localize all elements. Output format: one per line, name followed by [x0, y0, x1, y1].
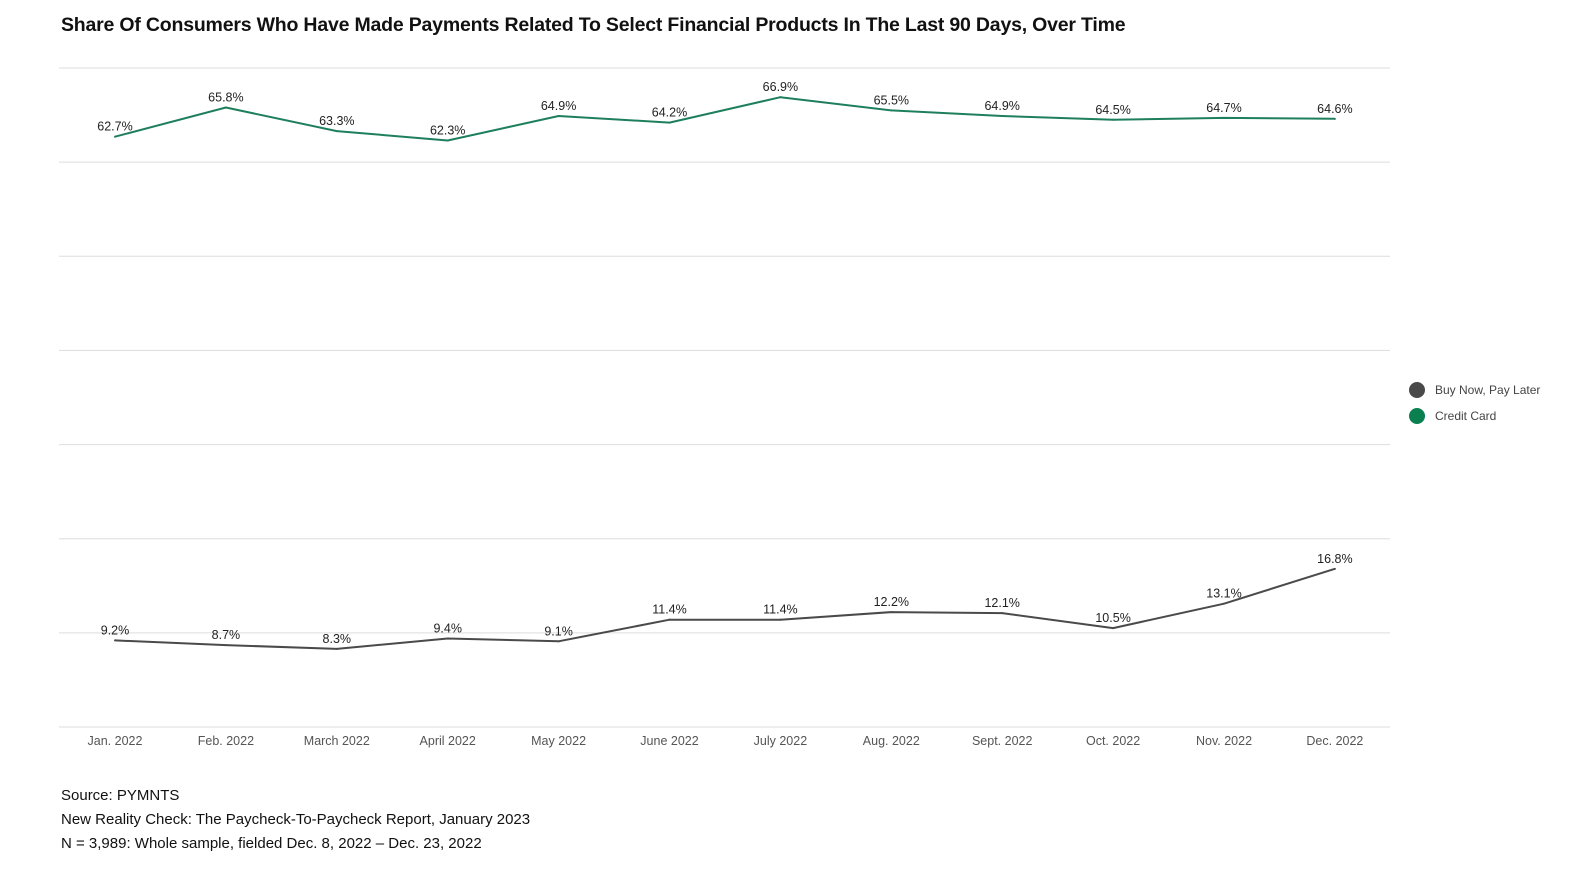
- legend-item-bnpl[interactable]: Buy Now, Pay Later: [1409, 377, 1540, 403]
- legend-item-credit-card[interactable]: Credit Card: [1409, 403, 1540, 429]
- x-tick-label: May 2022: [531, 734, 586, 748]
- data-point: [1001, 115, 1004, 118]
- data-label: 64.2%: [652, 106, 687, 120]
- data-point: [668, 121, 671, 124]
- data-label: 11.4%: [763, 603, 798, 617]
- x-tick-label: July 2022: [754, 734, 808, 748]
- x-tick-label: March 2022: [304, 734, 370, 748]
- data-point: [335, 130, 338, 133]
- data-label: 9.2%: [101, 623, 130, 637]
- data-label: 63.3%: [319, 114, 354, 128]
- x-axis-ticks: Jan. 2022 Feb. 2022 March 2022 April 2022 Ma…: [88, 734, 1364, 748]
- report-line: New Reality Check: The Paycheck-To-Paych…: [61, 811, 531, 828]
- legend-label-credit-card: Credit Card: [1435, 409, 1497, 423]
- x-tick-label: Aug. 2022: [863, 734, 920, 748]
- data-point: [446, 139, 449, 142]
- series-line-credit-card: [114, 96, 1335, 142]
- data-label: 62.3%: [430, 123, 465, 137]
- data-point: [557, 115, 560, 118]
- data-label: 64.9%: [541, 99, 576, 113]
- data-point: [779, 96, 782, 99]
- data-point: [1112, 627, 1115, 630]
- data-point: [668, 618, 671, 621]
- x-tick-label: Nov. 2022: [1196, 734, 1252, 748]
- legend-swatch-credit-card-icon: [1409, 408, 1425, 424]
- data-label: 12.1%: [984, 596, 1019, 610]
- x-tick-label: Jan. 2022: [88, 734, 143, 748]
- data-label: 9.1%: [544, 624, 573, 638]
- data-label: 64.7%: [1206, 101, 1241, 115]
- data-label: 11.4%: [652, 603, 687, 617]
- chart-title: Share Of Consumers Who Have Made Payment…: [61, 14, 1126, 36]
- data-point: [114, 135, 116, 138]
- data-point: [1223, 602, 1225, 605]
- legend: Buy Now, Pay Later Credit Card: [1409, 377, 1540, 429]
- data-label: 8.3%: [323, 632, 352, 646]
- source-notes: Source: PYMNTS New Reality Check: The Pa…: [61, 784, 530, 856]
- data-point: [1112, 118, 1115, 121]
- data-point: [224, 644, 227, 647]
- data-point: [335, 647, 338, 650]
- data-point: [779, 618, 782, 621]
- data-labels: 9.2% 8.7% 8.3% 9.4% 9.1% 11.4% 11.4% 12.2% 12.1%…: [97, 80, 1352, 646]
- data-label: 65.5%: [874, 93, 909, 107]
- gridlines: [59, 67, 1390, 728]
- data-point: [1333, 117, 1336, 120]
- data-point: [114, 639, 116, 642]
- data-label: 12.2%: [874, 595, 909, 609]
- data-point: [1001, 612, 1004, 615]
- data-label: 64.5%: [1095, 103, 1130, 117]
- x-tick-label: Oct. 2022: [1086, 734, 1140, 748]
- series-line-bnpl: [114, 567, 1336, 650]
- data-label: 64.9%: [984, 99, 1019, 113]
- x-tick-label: June 2022: [640, 734, 698, 748]
- data-label: 64.6%: [1317, 102, 1352, 116]
- data-label: 16.8%: [1317, 552, 1352, 566]
- source-line: Source: PYMNTS: [61, 787, 180, 804]
- data-label: 13.1%: [1206, 587, 1241, 601]
- x-tick-label: Dec. 2022: [1306, 734, 1363, 748]
- data-label: 66.9%: [763, 80, 798, 94]
- x-tick-label: Feb. 2022: [198, 734, 254, 748]
- data-label: 65.8%: [208, 91, 243, 105]
- data-label: 9.4%: [433, 622, 462, 636]
- data-point: [890, 611, 893, 614]
- x-tick-label: Sept. 2022: [972, 734, 1033, 748]
- data-label: 10.5%: [1095, 611, 1130, 625]
- series-lines: [114, 96, 1336, 650]
- data-point: [557, 640, 560, 643]
- data-point: [446, 637, 449, 640]
- sample-line: N = 3,989: Whole sample, fielded Dec. 8,…: [61, 835, 482, 852]
- legend-swatch-bnpl-icon: [1409, 382, 1425, 398]
- data-point: [890, 109, 893, 112]
- data-label: 8.7%: [212, 628, 241, 642]
- data-point: [1333, 567, 1336, 570]
- x-tick-label: April 2022: [420, 734, 476, 748]
- data-point: [1223, 116, 1225, 119]
- legend-label-bnpl: Buy Now, Pay Later: [1435, 383, 1541, 397]
- data-point: [224, 106, 227, 109]
- data-label: 62.7%: [97, 120, 132, 134]
